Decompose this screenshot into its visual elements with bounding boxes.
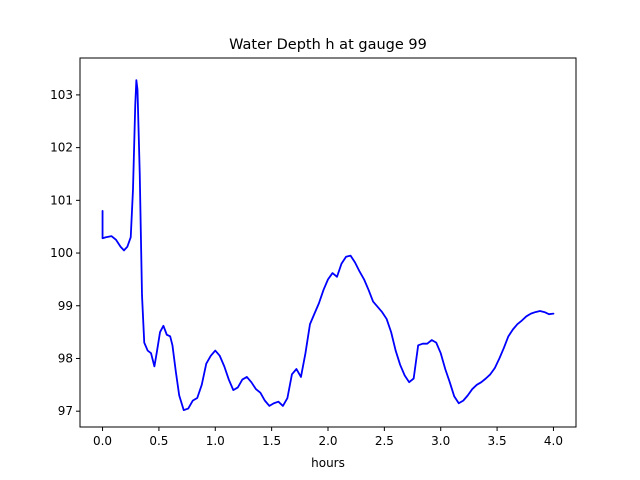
y-tick-label: 101	[50, 193, 73, 207]
x-tick-label: 3.5	[488, 434, 507, 448]
plot-area	[80, 58, 576, 427]
x-tick-label: 1.0	[206, 434, 225, 448]
y-tick-label: 103	[50, 88, 73, 102]
x-axis: 0.0 0.5 1.0 1.5 2.0 2.5 3.0 3.5 4.0	[93, 427, 563, 448]
y-tick-label: 98	[58, 351, 73, 365]
plot-layer	[101, 79, 555, 412]
plot-frame	[79, 57, 577, 428]
x-tick-label: 2.5	[375, 434, 394, 448]
y-axis: 97 98 99 100 101 102 103	[50, 88, 80, 418]
y-tick-label: 102	[50, 141, 73, 155]
x-tick-label: 4.0	[544, 434, 563, 448]
x-tick-label: 1.5	[262, 434, 281, 448]
y-tick-label: 100	[50, 246, 73, 260]
x-axis-label: hours	[311, 456, 345, 470]
y-tick-label: 97	[58, 404, 73, 418]
x-tick-label: 2.0	[318, 434, 337, 448]
x-tick-label: 0.0	[93, 434, 112, 448]
chart-title: Water Depth h at gauge 99	[229, 37, 427, 53]
y-tick-label: 99	[58, 299, 73, 313]
x-tick-label: 3.0	[431, 434, 450, 448]
series-line	[101, 79, 555, 412]
x-tick-label: 0.5	[149, 434, 168, 448]
